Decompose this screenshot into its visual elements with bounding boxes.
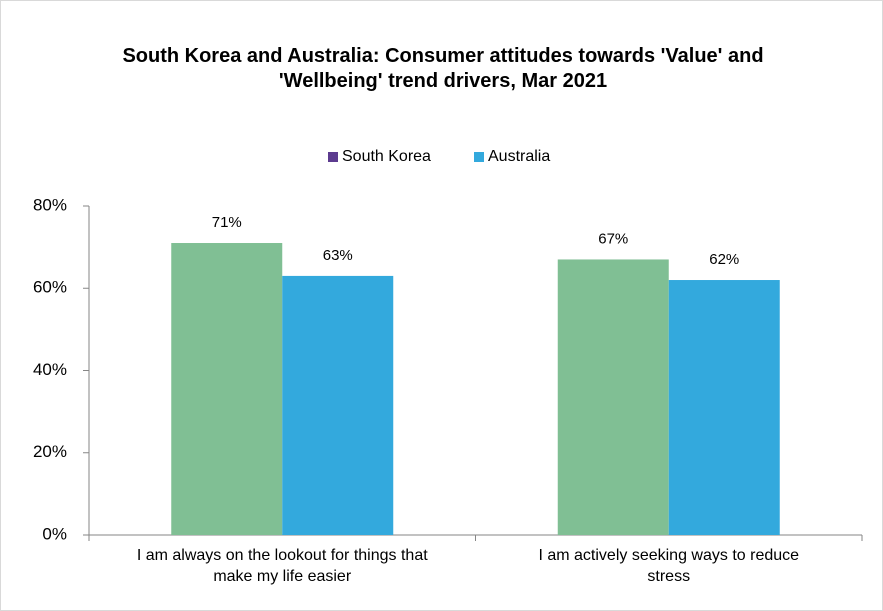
y-tick-label: 0%	[42, 524, 67, 543]
legend-label: Australia	[488, 148, 550, 165]
bar	[282, 275, 394, 535]
legend-swatch	[474, 152, 484, 162]
bar	[171, 243, 283, 535]
data-label: 62%	[709, 251, 739, 268]
x-tick-label: I am always on the lookout for things th…	[136, 547, 428, 585]
x-tick-label: I am actively seeking ways to reduce str…	[538, 547, 800, 585]
y-tick-label: 80%	[33, 195, 67, 214]
y-tick-label: 20%	[33, 442, 67, 461]
data-label: 67%	[598, 230, 628, 247]
bar	[557, 259, 669, 535]
legend-label: South Korea	[342, 148, 431, 165]
data-label: 63%	[323, 247, 353, 264]
chart-title: South Korea and Australia: Consumer atti…	[122, 45, 764, 92]
y-tick-label: 40%	[33, 360, 67, 379]
y-tick-label: 60%	[33, 278, 67, 297]
bar	[668, 280, 780, 535]
data-label: 71%	[212, 214, 242, 231]
legend-swatch	[328, 152, 338, 162]
